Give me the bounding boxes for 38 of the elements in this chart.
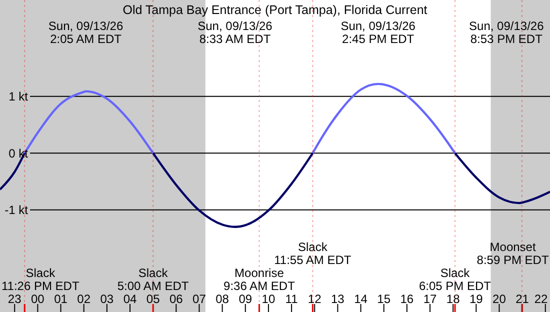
x-tick-label: 03 (100, 292, 114, 306)
x-tick-label: 19 (469, 292, 484, 306)
y-tick-label: -1 kt (4, 203, 29, 218)
x-tick-label: 09 (238, 292, 252, 306)
y-tick-label: 0 kt (8, 146, 29, 160)
x-tick-label: 16 (400, 292, 414, 306)
ref-line-label: Moonset 8:59 PM EDT (476, 240, 550, 267)
x-tick-label: 06 (169, 292, 184, 306)
ref-line-label: Slack 11:26 PM EDT (1, 266, 80, 293)
x-tick-label: 23 (8, 292, 22, 306)
x-tick-label: 17 (423, 292, 437, 306)
annotation: Sun, 09/13/26 2:45 PM EDT (340, 19, 416, 46)
chart-title: Old Tampa Bay Entrance (Port Tampa), Florida Current (122, 3, 428, 17)
annotation: Sun, 09/13/26 2:05 AM EDT (48, 19, 124, 46)
ref-line-label: Moonrise 9:36 AM EDT (224, 266, 296, 293)
x-tick-label: 04 (123, 292, 137, 306)
x-tick-label: 07 (192, 292, 206, 306)
x-tick-label: 20 (492, 292, 506, 306)
annotation: Sun, 09/13/26 8:53 PM EDT (469, 19, 544, 46)
x-tick-label: 18 (446, 292, 460, 306)
ref-line-label: Slack 11:55 AM EDT (274, 240, 352, 267)
x-tick-label: 12 (308, 292, 322, 306)
x-tick-label: 00 (31, 292, 45, 306)
ref-line-label: Slack 5:00 AM EDT (117, 266, 190, 293)
x-tick-label: 05 (146, 292, 160, 306)
x-tick-label: 10 (262, 292, 276, 306)
x-tick-label: 14 (354, 292, 368, 306)
ref-line-label: Slack 6:05 PM EDT (418, 266, 492, 293)
x-tick-label: 15 (377, 292, 391, 306)
x-tick-label: 21 (516, 292, 530, 306)
x-tick-label: 08 (216, 292, 230, 306)
x-tick-label: 01 (54, 292, 68, 306)
y-tick-label: 1 kt (8, 90, 29, 104)
x-tick-label: 02 (77, 292, 91, 306)
annotation: Sun, 09/13/26 8:33 AM EDT (198, 19, 273, 46)
x-tick-label: 11 (285, 292, 298, 306)
x-tick-label: 13 (331, 292, 345, 306)
x-tick-label: 22 (534, 292, 548, 306)
